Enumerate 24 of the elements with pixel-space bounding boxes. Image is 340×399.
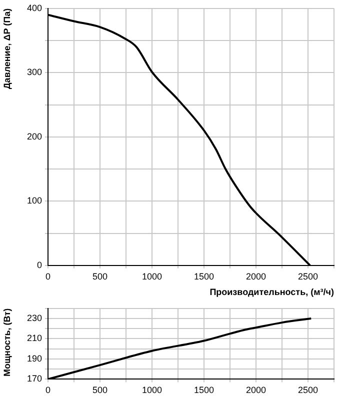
x-tick-label: 0 [45, 385, 51, 396]
y-tick-label: 210 [26, 333, 42, 344]
y-axis-title: Мощность, (Вт) [2, 308, 12, 377]
y-axis-title: Давление, ΔP (Па) [2, 8, 12, 90]
x-axis-title: Производительность, (м³/ч) [210, 287, 334, 298]
x-tick-label: 2000 [246, 385, 266, 396]
y-tick-label: 200 [26, 131, 42, 142]
y-tick-label: 0 [36, 260, 42, 270]
y-tick-label: 400 [26, 2, 42, 13]
x-tick-label: 500 [92, 385, 108, 396]
y-tick-label: 100 [26, 196, 42, 206]
x-tick-label: 2000 [246, 271, 266, 282]
y-tick-label: 170 [26, 374, 42, 384]
x-tick-label: 1000 [142, 385, 162, 396]
x-tick-label: 1000 [142, 271, 162, 282]
y-tick-label: 300 [26, 67, 42, 78]
x-tick-label: 2500 [298, 385, 318, 396]
y-tick-label: 230 [26, 313, 42, 323]
x-tick-label: 2500 [298, 271, 318, 282]
x-tick-label: 500 [92, 271, 108, 282]
x-tick-label: 1500 [194, 385, 214, 396]
x-tick-label: 0 [45, 271, 51, 282]
x-tick-label: 1500 [194, 271, 214, 282]
y-tick-label: 190 [26, 353, 42, 364]
